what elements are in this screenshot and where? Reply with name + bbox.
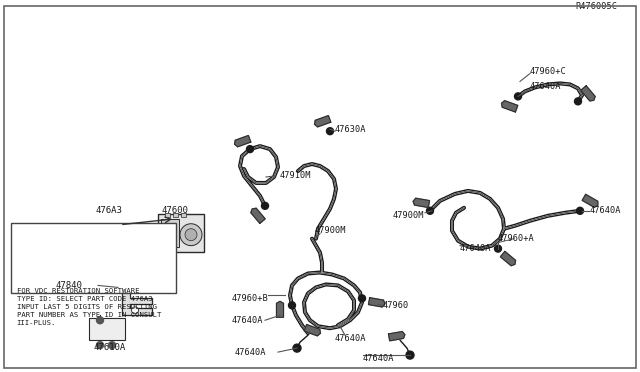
Bar [165,213,170,217]
FancyBboxPatch shape [158,214,204,251]
Polygon shape [500,251,516,266]
Text: 47600: 47600 [162,206,189,215]
Circle shape [185,229,197,241]
Polygon shape [388,331,405,341]
Bar [136,253,144,259]
Polygon shape [276,301,284,317]
Text: 47640A: 47640A [530,82,561,91]
Circle shape [326,128,333,135]
Text: 47630A: 47630A [335,125,367,134]
Text: 47840: 47840 [55,281,82,290]
Polygon shape [582,194,598,207]
Text: 47960+C: 47960+C [530,67,567,76]
Text: 47640A: 47640A [590,206,621,215]
Circle shape [129,266,137,275]
Text: FOR VDC RESTORATION SOFTWARE
TYPE ID: SELECT PART CODE 476A3
INPUT LAST 5 DIGITS: FOR VDC RESTORATION SOFTWARE TYPE ID: SE… [17,288,161,327]
Text: 47900M: 47900M [392,211,424,220]
Text: 47910M: 47910M [280,171,312,180]
Circle shape [575,98,582,105]
Circle shape [180,224,202,246]
Polygon shape [314,116,331,127]
Text: 47610A: 47610A [94,343,126,352]
Polygon shape [413,198,429,208]
Circle shape [171,241,175,245]
Bar [173,213,178,217]
Circle shape [515,93,522,100]
Polygon shape [304,324,321,336]
Polygon shape [122,253,155,315]
Text: 47640A: 47640A [363,353,394,363]
Circle shape [289,302,296,309]
Bar [161,219,179,247]
Polygon shape [502,101,518,112]
Circle shape [406,351,414,359]
Circle shape [293,344,301,352]
Text: 47900M: 47900M [315,226,346,235]
Circle shape [97,317,104,324]
Polygon shape [369,298,385,307]
Text: 47960: 47960 [383,301,409,310]
Text: 47960+B: 47960+B [232,294,269,303]
Text: 47640A: 47640A [460,244,492,253]
FancyBboxPatch shape [10,223,176,294]
Circle shape [246,145,253,153]
Bar [181,213,186,217]
Circle shape [495,245,502,252]
Circle shape [171,235,175,239]
Polygon shape [234,135,251,147]
Circle shape [358,295,365,302]
Text: 476A3: 476A3 [95,206,122,215]
Circle shape [262,202,269,209]
Circle shape [171,225,175,229]
Circle shape [97,341,104,349]
Polygon shape [581,86,595,101]
Circle shape [577,207,584,214]
Polygon shape [251,208,265,223]
Circle shape [426,207,433,214]
Text: 47960+A: 47960+A [498,234,535,243]
Circle shape [131,307,138,314]
Text: 47640A: 47640A [232,316,264,325]
Circle shape [109,341,115,349]
Text: 47640A: 47640A [335,334,367,343]
Text: 47640A: 47640A [235,347,266,357]
Text: R476005C: R476005C [575,2,618,11]
Bar [89,318,125,340]
